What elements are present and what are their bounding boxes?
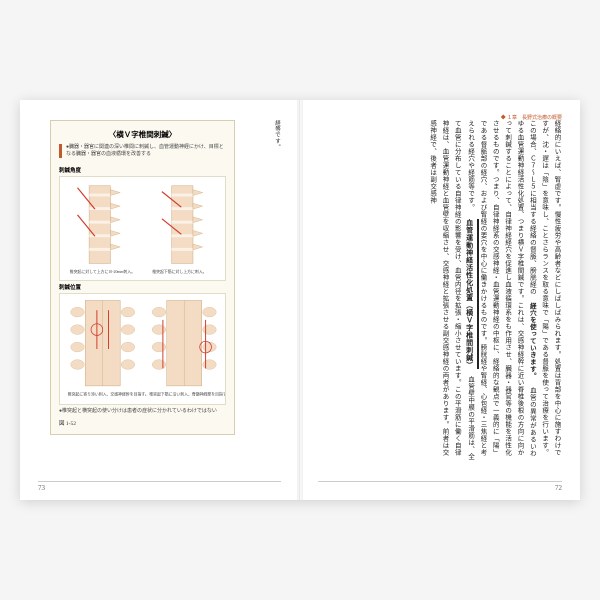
page-left: 経等です。 〈横Ｖ字椎間刺鍼〉 ●臓器・器官に関連の深い椎間に刺鍼し、血管運動神…	[20, 100, 300, 500]
angle-note-1: 椎突起に対して上方に10-20mm刺入。	[70, 269, 135, 274]
vertebra-group-1	[77, 186, 120, 264]
angle-note-2: 椎突起下筋に対し上方に刺入。	[152, 269, 206, 274]
running-header: ◆ １章 長野式治療の概要	[501, 114, 562, 121]
label-position: 刺鍼位置	[59, 283, 226, 291]
caption-text: 椎突起と横突起の使い分けは患者の症状に分かれているわけではない	[62, 409, 217, 414]
book-spread: 経等です。 〈横Ｖ字椎間刺鍼〉 ●臓器・器官に関連の深い椎間に刺鍼し、血管運動神…	[20, 100, 580, 500]
vertebra-group-2	[162, 186, 203, 264]
page-right: ◆ １章 長野式治療の概要 経絡的にいえば、腎虚です。慢性疲労や高齢者などにしば…	[300, 100, 580, 500]
page-number-right: 72	[555, 484, 562, 492]
page-number-left: 73	[38, 484, 45, 492]
figure-title: 〈横Ｖ字椎間刺鍼〉	[59, 129, 226, 140]
para-2-bold: 経穴を使っていきます。	[528, 303, 535, 380]
label-angle: 刺鍼角度	[59, 166, 226, 174]
diagram-position: 椎突起に寄り添い刺入、交感神経幹を目指す。 椎突起下筋に沿い刺入、脊髄神経節を目…	[59, 293, 226, 405]
diamond-icon: ◆	[501, 116, 506, 121]
pos-note-1: 椎突起に寄り添い刺入、交感神経幹を目指す。	[68, 392, 149, 397]
figure-box: 〈横Ｖ字椎間刺鍼〉 ●臓器・器官に関連の深い椎間に刺鍼し、血管運動神経にかけ、目…	[50, 120, 235, 435]
footer-rule	[38, 481, 281, 482]
figure-caption: ●椎突起と横突起の使い分けは患者の症状に分かれているわけではない	[59, 409, 226, 416]
figure-description: ●臓器・器官に関連の深い椎間に刺鍼し、血管運動神経にかけ、目標となる臓器・器官の…	[59, 144, 226, 158]
diagram-angle: 椎突起に対して上方に10-20mm刺入。 椎突起下筋に対し上方に刺入。	[59, 176, 226, 281]
figure-number: 図 1-52	[59, 419, 226, 427]
footer-rule	[318, 481, 562, 482]
header-text: １章 長野式治療の概要	[507, 116, 562, 121]
figure-desc-text: 臓器・器官に関連の深い椎間に刺鍼し、血管運動神経にかけ、目標となる臓器・器官の血…	[66, 145, 224, 157]
pos-note-2: 椎突起下筋に沿い刺入、脊髄神経節を目指す。	[149, 392, 226, 397]
section-heading: 血管運動神経活性化処置（横Ｖ字椎間刺鍼）	[466, 219, 479, 369]
left-side-text: 経等です。	[235, 120, 281, 460]
right-body-text: 経絡的にいえば、腎虚です。慢性疲労や高齢者などにしばしばみられます。処置は背部を…	[332, 120, 562, 460]
left-column-wrap: 経等です。 〈横Ｖ字椎間刺鍼〉 ●臓器・器官に関連の深い椎間に刺鍼し、血管運動神…	[38, 120, 281, 460]
